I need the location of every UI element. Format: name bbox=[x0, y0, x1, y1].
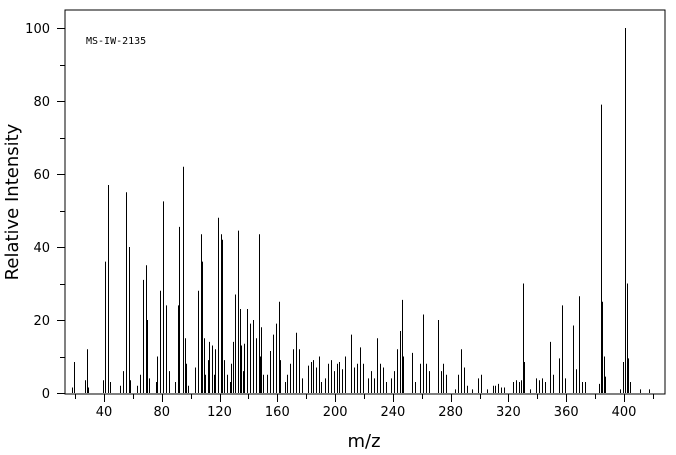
x-axis-ticks: 40 80 120 160 200 240 280 320 360 400 bbox=[75, 394, 654, 420]
y-tick-label: 100 bbox=[25, 22, 50, 37]
x-tick-label: 40 bbox=[96, 405, 113, 420]
x-tick-label: 160 bbox=[265, 405, 290, 420]
x-tick-label: 120 bbox=[207, 405, 232, 420]
x-tick-label: 280 bbox=[438, 405, 463, 420]
y-axis-ticks: 0 20 40 60 80 100 bbox=[25, 22, 65, 402]
y-tick-label: 60 bbox=[33, 168, 50, 183]
x-tick-label: 320 bbox=[496, 405, 521, 420]
y-tick-label: 80 bbox=[33, 95, 50, 110]
y-tick-label: 0 bbox=[42, 387, 50, 402]
x-tick-label: 360 bbox=[554, 405, 579, 420]
spectrum-id-label: MS-IW-2135 bbox=[86, 36, 146, 47]
x-tick-label: 240 bbox=[380, 405, 405, 420]
plot-frame bbox=[64, 9, 666, 395]
x-tick-label: 200 bbox=[323, 405, 348, 420]
plot-area bbox=[64, 9, 666, 395]
y-tick-label: 40 bbox=[33, 241, 50, 256]
y-tick-label: 20 bbox=[33, 314, 50, 329]
x-tick-label: 400 bbox=[612, 405, 637, 420]
y-axis-label: Relative Intensity bbox=[2, 123, 23, 280]
x-tick-label: 80 bbox=[154, 405, 171, 420]
x-axis-label: m/z bbox=[347, 431, 380, 452]
peak-bars bbox=[72, 28, 650, 393]
